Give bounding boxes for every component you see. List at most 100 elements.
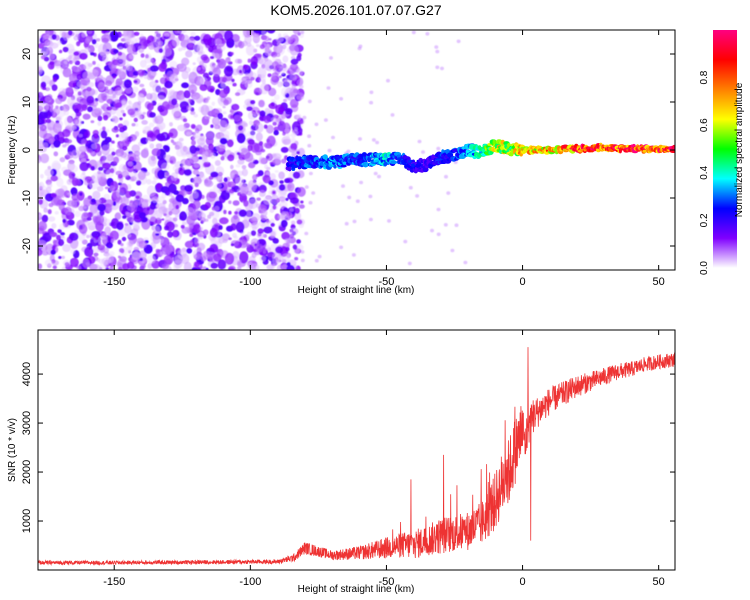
noise-blob: [120, 33, 124, 37]
noise-blob: [128, 156, 135, 162]
noise-blob: [157, 95, 165, 102]
noise-blob: [90, 52, 95, 56]
noise-blob: [122, 215, 127, 219]
noise-blob: [274, 52, 281, 58]
noise-blob: [137, 93, 144, 99]
signal-blob: [492, 139, 496, 145]
noise-blob: [52, 239, 57, 244]
noise-blob: [200, 255, 207, 262]
noise-blob: [155, 248, 160, 253]
noise-blob: [284, 128, 290, 134]
noise-blob: [109, 147, 116, 153]
noise-blob: [181, 159, 191, 170]
noise-blob: [77, 91, 82, 96]
noise-blob: [430, 228, 434, 233]
noise-blob: [359, 180, 364, 185]
noise-blob: [272, 55, 277, 62]
noise-blob: [172, 37, 180, 47]
noise-blob: [102, 55, 109, 63]
noise-blob: [156, 121, 166, 131]
noise-blob: [280, 81, 285, 87]
noise-blob: [228, 267, 235, 270]
noise-blob: [289, 208, 294, 212]
noise-blob: [435, 65, 440, 70]
noise-blob: [180, 224, 185, 229]
noise-blob: [233, 103, 239, 110]
noise-blob: [195, 94, 204, 103]
noise-blob: [126, 44, 136, 55]
noise-blob: [97, 115, 103, 122]
noise-blob: [189, 145, 197, 154]
noise-blob: [214, 133, 220, 140]
noise-blob: [214, 205, 220, 212]
noise-blob: [62, 244, 71, 252]
noise-blob: [106, 106, 113, 111]
noise-blob: [55, 97, 63, 105]
noise-blob: [156, 183, 162, 190]
noise-blob: [106, 254, 114, 264]
noise-blob: [265, 244, 271, 251]
noise-blob: [140, 33, 144, 38]
spectrogram-y-label: Frequency (Hz): [7, 116, 18, 185]
noise-blob: [270, 222, 275, 227]
noise-blob: [101, 144, 110, 156]
noise-blob: [49, 138, 54, 144]
noise-blob: [157, 169, 165, 180]
noise-blob: [262, 174, 271, 184]
noise-blob: [50, 175, 59, 182]
noise-blob: [83, 197, 91, 207]
noise-blob: [214, 108, 222, 114]
noise-blob: [79, 52, 88, 60]
noise-blob: [236, 69, 240, 73]
noise-blob: [147, 155, 157, 167]
noise-blob: [202, 229, 209, 236]
noise-blob: [91, 231, 101, 238]
noise-blob: [117, 255, 122, 259]
y-tick-label: 10: [21, 96, 33, 108]
noise-blob: [408, 185, 413, 190]
noise-blob: [253, 30, 262, 34]
noise-blob: [58, 238, 65, 247]
noise-blob: [193, 42, 202, 53]
noise-blob: [104, 186, 109, 190]
noise-blob: [187, 43, 193, 48]
noise-blob: [104, 86, 109, 91]
noise-blob: [263, 196, 273, 205]
noise-blob: [294, 211, 302, 221]
noise-blob: [307, 99, 312, 104]
noise-blob: [177, 95, 181, 101]
signal-blob: [390, 160, 398, 165]
noise-blob: [136, 180, 142, 186]
noise-blob: [78, 205, 85, 212]
noise-blob: [443, 223, 448, 227]
noise-blob: [179, 211, 188, 221]
noise-blob: [119, 183, 128, 194]
noise-blob: [94, 108, 100, 114]
noise-blob: [78, 134, 83, 138]
noise-blob: [243, 199, 249, 207]
noise-blob: [247, 139, 255, 145]
noise-blob: [281, 231, 290, 240]
noise-blob: [79, 79, 88, 86]
noise-blob: [281, 158, 287, 164]
noise-blob: [81, 32, 87, 38]
noise-blob: [235, 177, 244, 185]
noise-blob: [201, 151, 209, 159]
noise-blob: [283, 78, 292, 88]
noise-blob: [116, 228, 126, 237]
noise-blob: [38, 131, 42, 137]
noise-blob: [97, 235, 108, 246]
noise-blob: [102, 126, 106, 131]
noise-blob: [289, 74, 297, 81]
noise-blob: [387, 219, 391, 223]
noise-blob: [87, 30, 93, 34]
noise-blob: [56, 234, 62, 241]
noise-blob: [209, 152, 216, 159]
noise-blob: [138, 260, 145, 267]
noise-blob: [436, 146, 441, 151]
noise-blob: [206, 96, 211, 101]
noise-blob: [176, 91, 183, 96]
noise-blob: [255, 132, 263, 142]
noise-blob: [93, 216, 102, 226]
noise-blob: [242, 64, 248, 70]
